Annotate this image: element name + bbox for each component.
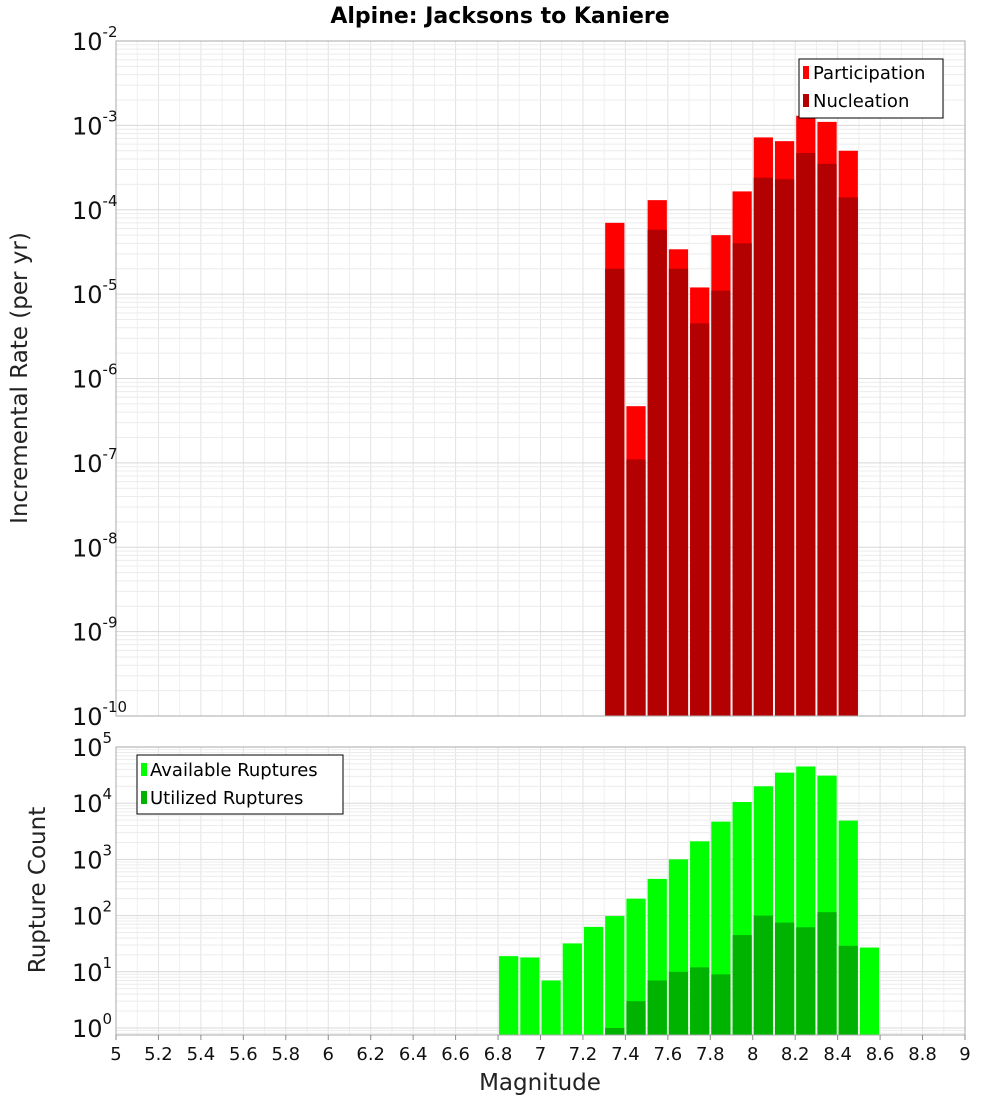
rate-bar-nucleation [690,323,710,716]
count-bar-available-ruptures [562,943,582,1035]
count-bar-available-ruptures [605,916,625,1035]
rate-y-axis-label: Incremental Rate (per yr) [7,232,33,524]
count-bar-available-ruptures [583,926,604,1035]
utilized-legend-label: Utilized Ruptures [150,788,303,809]
count-bar-utilized-ruptures [817,912,837,1035]
rate-bar-nucleation [817,163,837,717]
x-tick-label: 5.6 [229,1044,258,1065]
x-ticks: 5 5.2 5.4 5.6 5.8 6 6.2 6.4 6.6 6.8 7 7.2 7.4 7.6 7.8 8… [110,1035,971,1065]
count-bar-utilized-ruptures [690,967,710,1035]
x-tick-label: 6.8 [484,1044,513,1065]
rate-bar-nucleation [732,243,752,717]
x-tick-label: 8.4 [823,1044,852,1065]
rate-bar-nucleation [668,268,689,716]
count-bar-utilized-ruptures [626,1001,646,1035]
x-tick-label: 8 [747,1044,758,1065]
x-tick-label: 8.8 [908,1044,937,1065]
count-bar-utilized-ruptures [753,915,773,1035]
count-bar-utilized-ruptures [647,980,667,1035]
count-bar-available-ruptures [626,898,646,1035]
rate-y-tick-label: 10-2 [72,23,118,56]
rate-y-tick-label: 10-8 [72,529,118,562]
rate-y-tick-label: 10-7 [72,445,118,478]
rate-y-tick-label: 10-5 [72,276,118,309]
rate-bar-nucleation [647,229,667,717]
rate-bar-nucleation [605,268,625,716]
x-tick-label: 7.8 [696,1044,725,1065]
count-bar-available-ruptures [520,957,540,1035]
count-panel: 100 101 102 103 104 105 5 5.2 5.4 5.6 5.8 6 6.2 6.4 6… [25,729,971,1096]
count-bar-utilized-ruptures [838,945,858,1035]
count-bar-available-ruptures [499,956,519,1035]
x-tick-label: 7.4 [611,1044,640,1065]
x-tick-label: 7.6 [654,1044,683,1065]
count-bar-available-ruptures [541,980,561,1035]
x-tick-label: 6.2 [356,1044,385,1065]
rate-y-tick-label: 10-6 [72,361,118,394]
utilized-legend-swatch [141,791,147,804]
count-grid [115,747,966,1035]
x-tick-label: 6.6 [441,1044,470,1065]
count-y-tick-label: 104 [72,785,112,818]
rate-bar-nucleation [796,153,816,716]
count-y-tick-label: 105 [72,729,112,762]
count-bars [499,766,880,1035]
x-tick-label: 5.4 [187,1044,216,1065]
available-legend-label: Available Ruptures [150,760,318,781]
count-bar-utilized-ruptures [732,935,752,1035]
x-axis-label: Magnitude [479,1070,601,1096]
count-y-tick-label: 102 [72,898,112,931]
x-tick-label: 9 [959,1044,970,1065]
rate-bar-nucleation [753,177,773,716]
count-bar-utilized-ruptures [605,1027,625,1035]
chart-title: Alpine: Jacksons to Kaniere [330,4,669,29]
participation-legend-swatch [803,66,809,79]
rate-y-tick-label: 10-9 [72,614,118,647]
rate-panel: 10-10 10-9 10-8 10-7 10-6 10-5 10-4 10-3 10-2 In… [7,23,966,731]
rate-y-tick-label: 10-4 [72,192,118,225]
x-tick-label: 6.4 [399,1044,428,1065]
nucleation-legend-swatch [803,94,809,107]
rate-grid [115,41,966,717]
count-y-tick-label: 100 [72,1010,112,1043]
rate-plot-frame [115,40,966,717]
rate-bar-nucleation [838,197,858,717]
rate-y-tick-label: 10-10 [72,698,127,731]
x-tick-label: 5 [110,1044,121,1065]
count-legend: Available Ruptures Utilized Ruptures [136,754,344,815]
x-tick-label: 8.2 [781,1044,810,1065]
rate-bar-nucleation [774,179,795,716]
x-tick-label: 5.2 [144,1044,173,1065]
x-tick-label: 8.6 [866,1044,895,1065]
count-bar-utilized-ruptures [711,974,731,1035]
count-y-axis-label: Rupture Count [25,807,51,973]
rate-bar-nucleation [626,459,646,716]
x-tick-label: 5.8 [271,1044,300,1065]
rate-bars [605,115,858,717]
x-tick-label: 7 [535,1044,546,1065]
count-y-tick-label: 103 [72,841,112,874]
rate-bar-nucleation [711,290,731,716]
count-y-ticks: 100 101 102 103 104 105 [72,729,112,1043]
rate-legend-box [798,58,944,119]
x-tick-label: 6 [323,1044,334,1065]
x-tick-label: 7.2 [569,1044,598,1065]
count-bar-utilized-ruptures [774,922,795,1035]
rate-legend: Participation Nucleation [798,58,944,119]
available-legend-swatch [141,763,147,776]
participation-legend-label: Participation [813,63,925,84]
count-bar-utilized-ruptures [796,927,816,1035]
count-legend-box [136,754,344,815]
count-bar-utilized-ruptures [668,971,689,1035]
count-y-tick-label: 101 [72,954,112,987]
nucleation-legend-label: Nucleation [813,91,909,112]
count-bar-available-ruptures [859,947,880,1035]
rate-y-tick-label: 10-3 [72,107,118,140]
rate-y-ticks: 10-10 10-9 10-8 10-7 10-6 10-5 10-4 10-3 10-2 [72,23,127,731]
